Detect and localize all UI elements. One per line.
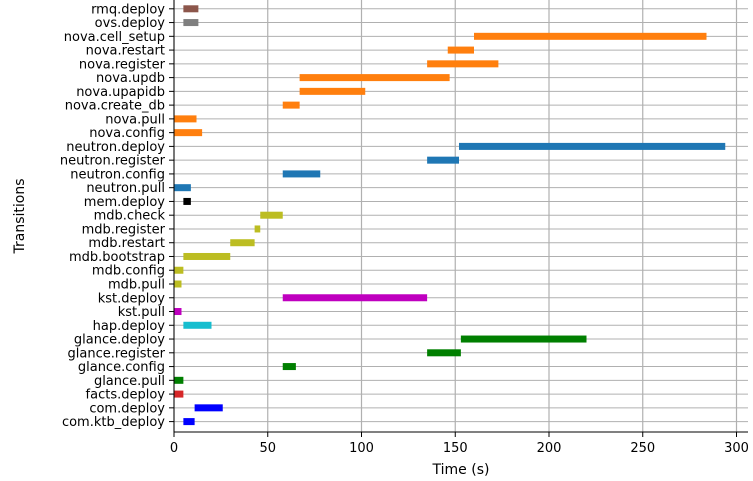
y-tick-label: kst.pull [118,305,165,320]
y-tick-label: nova.updb [96,71,165,86]
bar-glance-deploy [460,335,587,343]
bar-glance-pull [174,376,184,384]
y-tick-label: nova.cell_setup [64,30,165,45]
bar-kst-pull [174,308,182,316]
bar-nova-create-db [282,101,300,109]
bar-nova-updb [299,74,450,82]
bar-mdb-bootstrap [183,252,231,260]
y-tick-label: mdb.register [82,222,166,237]
y-tick-label: mdb.bootstrap [69,250,165,265]
y-tick-label: mem.deploy [84,195,166,210]
y-tick-label: neutron.pull [86,181,165,196]
x-tick-label: 200 [537,441,562,456]
y-tick-label: com.ktb_deploy [62,415,165,430]
y-tick-labels: rmq.deployovs.deploynova.cell_setupnova.… [60,2,174,430]
bar-ovs-deploy [183,19,199,27]
bar-mdb-pull [174,280,182,288]
bar-facts-deploy [174,390,184,398]
bar-neutron-config [282,170,321,178]
y-tick-label: mdb.pull [108,278,165,293]
y-tick-label: kst.deploy [98,291,166,306]
bar-glance-register [427,349,461,357]
bar-nova-upapidb [299,87,366,95]
x-tick-label: 50 [259,441,276,456]
y-tick-label: glance.register [68,346,166,361]
bar-mdb-restart [230,239,255,247]
bar-glance-config [282,363,296,371]
y-tick-label: glance.pull [94,374,165,389]
y-tick-label: mdb.check [94,209,166,224]
x-tick-label: 250 [630,441,655,456]
y-tick-label: nova.create_db [65,99,165,114]
y-tick-label: neutron.config [70,167,165,182]
y-tick-label: nova.register [79,57,166,72]
bar-mem-deploy [183,197,191,205]
y-tick-label: com.deploy [89,401,165,416]
x-tick-label: 300 [724,441,749,456]
y-tick-label: nova.restart [86,44,165,59]
bar-rmq-deploy [183,5,199,13]
y-tick-label: glance.config [78,360,165,375]
bar-nova-pull [174,115,197,123]
bar-nova-cell-setup [474,32,707,40]
bar-nova-config [174,129,203,137]
y-tick-label: ovs.deploy [95,16,166,31]
bar-mdb-register [254,225,261,233]
bars [174,5,726,426]
bar-neutron-register [427,156,459,164]
y-tick-label: glance.deploy [74,333,165,348]
y-tick-label: nova.upapidb [76,85,165,100]
y-tick-label: facts.deploy [86,388,166,403]
y-tick-label: hap.deploy [93,319,166,334]
bar-com-deploy [194,404,223,412]
bar-neutron-deploy [459,142,726,150]
bar-com-ktb-deploy [183,418,195,426]
bar-neutron-pull [174,184,191,192]
y-axis-label: Transitions [12,179,28,255]
y-tick-label: neutron.deploy [66,140,165,155]
y-tick-label: mdb.config [92,264,165,279]
x-axis-label: Time (s) [432,462,490,478]
bar-nova-register [427,60,499,68]
y-tick-label: mdb.restart [88,236,165,251]
x-tick-label: 0 [170,441,178,456]
y-tick-label: nova.config [89,126,165,141]
y-tick-label: nova.pull [105,112,165,127]
bar-nova-restart [447,46,474,54]
x-tick-label: 150 [443,441,468,456]
bar-hap-deploy [183,321,212,329]
y-tick-label: rmq.deploy [91,2,165,17]
bar-kst-deploy [282,294,428,302]
bar-mdb-config [174,266,184,274]
bar-mdb-check [260,211,283,219]
y-tick-label: neutron.register [60,154,166,169]
x-tick-labels: 0 50 100 150 200 250 300 [170,432,749,456]
axes [173,0,748,433]
x-tick-label: 100 [349,441,374,456]
